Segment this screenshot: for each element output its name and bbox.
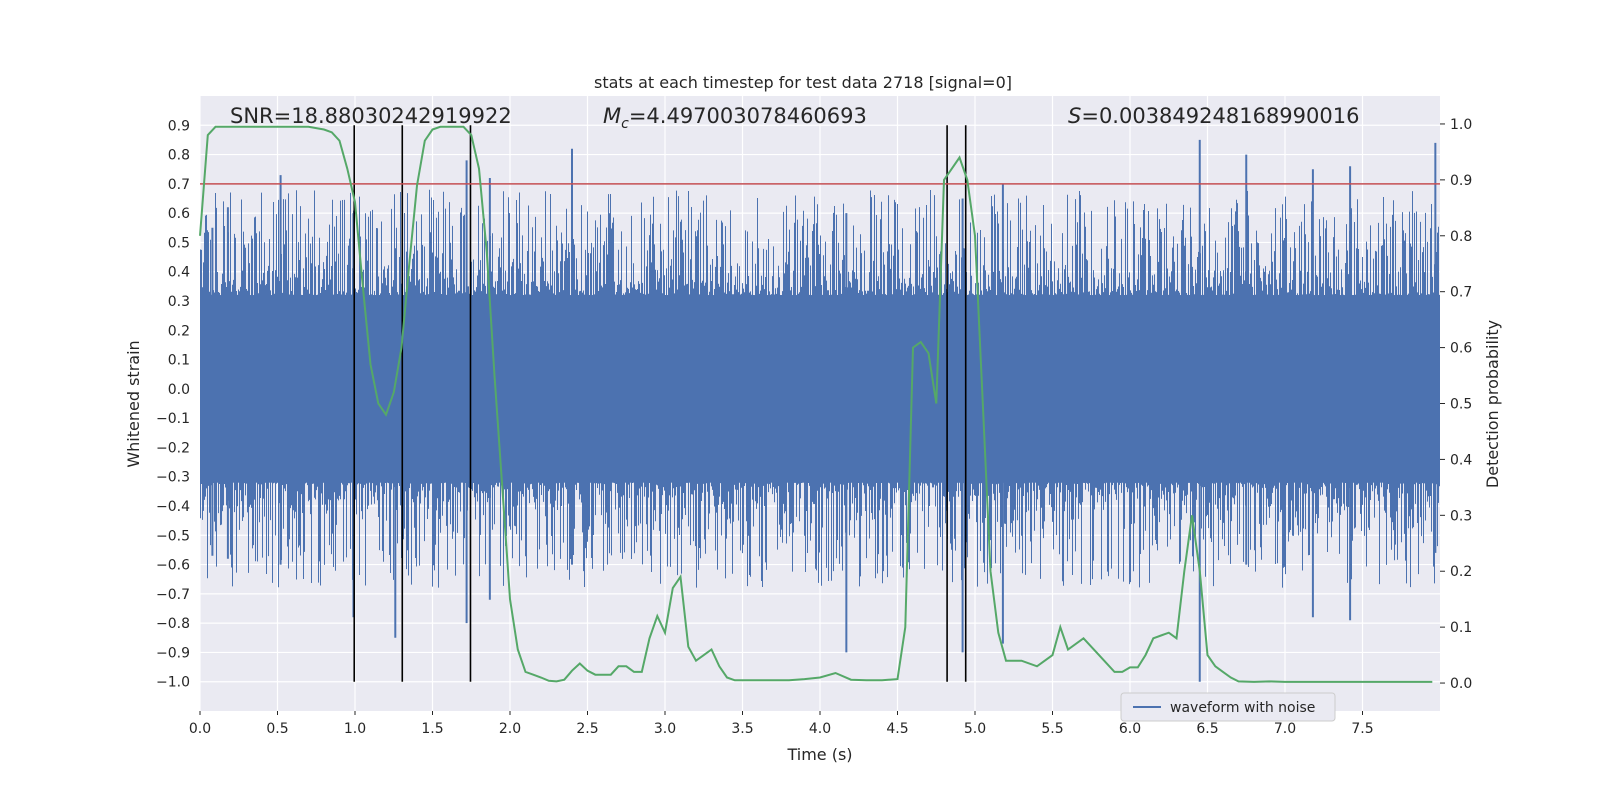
y-right-tick-label: 0.5 bbox=[1450, 397, 1472, 413]
y-left-tick-label: −0.4 bbox=[156, 499, 190, 515]
x-tick-label: 2.0 bbox=[499, 721, 521, 737]
y-axis-right-label: Detection probability bbox=[1483, 320, 1502, 488]
x-tick-label: 3.5 bbox=[731, 721, 753, 737]
y-left-tick-label: −0.3 bbox=[156, 470, 190, 486]
y-right-tick-label: 0.8 bbox=[1450, 229, 1472, 245]
y-left-tick-label: −0.2 bbox=[156, 440, 190, 456]
y-right-tick-label: 0.3 bbox=[1450, 508, 1472, 524]
y-left-tick-label: 0.7 bbox=[168, 177, 190, 193]
y-axis-right-ticks: 1.0 0.9 0.8 0.7 0.6 0.5 0.4 0.3 0.2 0.1 0.0 bbox=[1440, 117, 1472, 692]
y-left-tick-label: 0.6 bbox=[168, 206, 190, 222]
y-left-tick-label: 0.0 bbox=[168, 382, 190, 398]
x-tick-label: 2.5 bbox=[576, 721, 598, 737]
x-tick-label: 7.5 bbox=[1351, 721, 1373, 737]
x-tick-label: 0.5 bbox=[266, 721, 288, 737]
x-tick-label: 7.0 bbox=[1274, 721, 1296, 737]
chart-title: stats at each timestep for test data 271… bbox=[594, 73, 1012, 92]
s-symbol: S bbox=[1068, 104, 1081, 128]
y-right-tick-label: 0.2 bbox=[1450, 564, 1472, 580]
x-tick-label: 1.5 bbox=[421, 721, 443, 737]
y-right-tick-label: 0.6 bbox=[1450, 341, 1472, 357]
legend: waveform with noise bbox=[1120, 692, 1336, 722]
x-axis-label: Time (s) bbox=[786, 745, 852, 764]
y-right-tick-label: 0.9 bbox=[1450, 173, 1472, 189]
snr-annotation: SNR=18.88030242919922 bbox=[230, 104, 512, 128]
y-left-tick-label: −0.7 bbox=[156, 587, 190, 603]
y-left-tick-label: 0.4 bbox=[168, 265, 190, 281]
x-tick-label: 6.0 bbox=[1119, 721, 1141, 737]
x-axis-ticks: 0.0 0.5 1.0 1.5 2.0 2.5 3.0 3.5 4.0 4.5 5.0 5.5 6.0 6… bbox=[189, 711, 1374, 737]
detection-probability-series bbox=[199, 125, 1433, 683]
x-tick-label: 6.5 bbox=[1196, 721, 1218, 737]
marker-lines bbox=[353, 125, 967, 682]
x-tick-label: 1.0 bbox=[344, 721, 366, 737]
significance-annotation: S=0.003849248168990016 bbox=[1068, 104, 1359, 128]
y-left-tick-label: −1.0 bbox=[156, 675, 190, 691]
y-left-tick-label: 0.2 bbox=[168, 323, 190, 339]
y-left-tick-label: −0.1 bbox=[156, 411, 190, 427]
y-left-tick-label: −0.9 bbox=[156, 645, 190, 661]
y-left-tick-label: 0.9 bbox=[168, 118, 190, 134]
y-left-tick-label: 0.8 bbox=[168, 148, 190, 164]
detection-probability-line bbox=[199, 125, 1433, 683]
y-left-tick-label: −0.6 bbox=[156, 558, 190, 574]
y-left-tick-label: −0.5 bbox=[156, 528, 190, 544]
y-left-tick-label: 0.3 bbox=[168, 294, 190, 310]
legend-entry: waveform with noise bbox=[1170, 700, 1315, 716]
mc-subscript: c bbox=[621, 116, 629, 132]
s-value: =0.003849248168990016 bbox=[1081, 104, 1359, 128]
x-tick-label: 0.0 bbox=[189, 721, 211, 737]
y-right-tick-label: 0.1 bbox=[1450, 620, 1472, 636]
mc-value: =4.497003078460693 bbox=[629, 104, 867, 128]
y-right-tick-label: 0.7 bbox=[1450, 285, 1472, 301]
y-left-tick-label: 0.5 bbox=[168, 235, 190, 251]
x-tick-label: 4.0 bbox=[809, 721, 831, 737]
y-axis-left-label: Whitened strain bbox=[124, 340, 143, 467]
y-right-tick-label: 1.0 bbox=[1450, 117, 1472, 133]
x-tick-label: 5.5 bbox=[1041, 721, 1063, 737]
x-tick-label: 4.5 bbox=[886, 721, 908, 737]
x-tick-label: 5.0 bbox=[964, 721, 986, 737]
waveform-series bbox=[200, 139, 1440, 682]
y-axis-left-ticks: 0.9 0.8 0.7 0.6 0.5 0.4 0.3 0.2 0.1 0.0 −0.1 −0.2 −0… bbox=[156, 118, 190, 690]
y-right-tick-label: 0.0 bbox=[1450, 676, 1472, 692]
mc-symbol: M bbox=[603, 104, 621, 128]
legend-box bbox=[1120, 692, 1336, 722]
y-left-tick-label: 0.1 bbox=[168, 353, 190, 369]
x-tick-label: 3.0 bbox=[654, 721, 676, 737]
y-left-tick-label: −0.8 bbox=[156, 616, 190, 632]
y-right-tick-label: 0.4 bbox=[1450, 452, 1472, 468]
chirp-mass-annotation: Mc=4.497003078460693 bbox=[603, 104, 867, 132]
